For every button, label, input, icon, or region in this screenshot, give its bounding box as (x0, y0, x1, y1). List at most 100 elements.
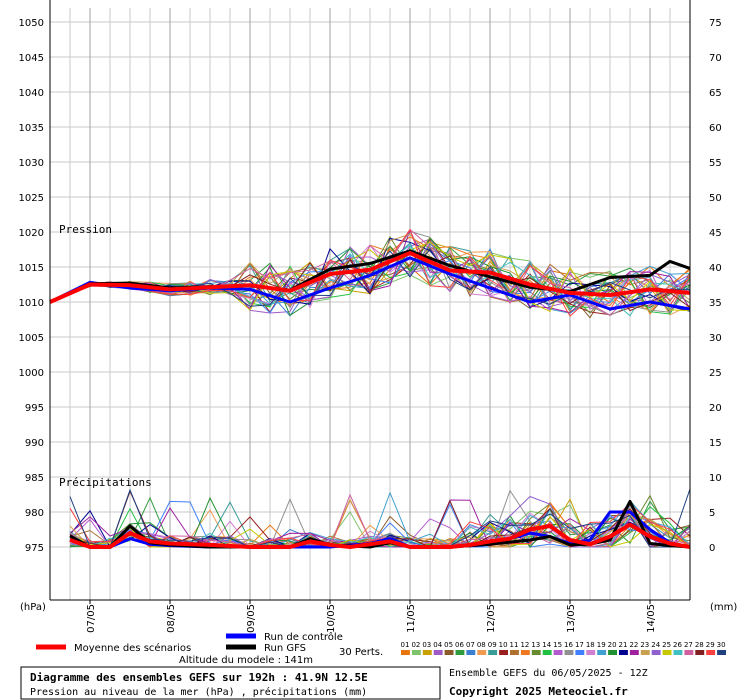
pert-legend-swatch (629, 650, 639, 655)
pert-legend-swatch (575, 650, 585, 655)
legend-control-label: Run de contrôle (264, 631, 343, 643)
left-axis-unit: (hPa) (20, 602, 46, 613)
x-tick-label: 11/05 (406, 604, 417, 633)
pert-legend-swatch (695, 650, 705, 655)
precip-tick-label: 45 (709, 228, 722, 239)
pert-legend-swatch (499, 650, 508, 655)
pressure-section-label: Pression (59, 223, 112, 236)
pressure-tick-label: 995 (25, 403, 44, 414)
precip-tick-label: 20 (709, 403, 722, 414)
pert-legend-id: 07 (466, 641, 475, 649)
pressure-tick-label: 980 (25, 508, 44, 519)
pert-legend-id: 25 (662, 641, 671, 649)
pert-legend-id: 11 (510, 641, 519, 649)
pressure-tick-label: 985 (25, 473, 44, 484)
precip-tick-label: 50 (709, 193, 722, 204)
precip-tick-label: 65 (709, 88, 722, 99)
pert-legend-id: 14 (542, 641, 551, 649)
pert-legend-id: 20 (608, 641, 617, 649)
pert-legend-swatch (411, 650, 421, 655)
pert-legend-id: 27 (684, 641, 693, 649)
legend-perts-label: 30 Perts. (339, 647, 383, 658)
precip-tick-label: 0 (709, 543, 715, 554)
pert-legend-swatch (706, 650, 716, 655)
x-tick-label: 13/05 (566, 604, 577, 633)
series-precip-line-0 (69, 522, 691, 549)
pert-legend-id: 24 (651, 641, 660, 649)
pressure-tick-label: 990 (25, 438, 44, 449)
pert-pressure-line (49, 228, 691, 317)
pert-legend-swatch (662, 650, 672, 655)
pert-legend-id: 03 (422, 641, 431, 649)
footer-title: Diagramme des ensembles GEFS sur 192h : … (30, 671, 368, 684)
precip-tick-label: 70 (709, 53, 722, 64)
precip-tick-label: 10 (709, 473, 722, 484)
x-tick-label: 07/05 (86, 604, 97, 633)
pert-legend-id: 30 (717, 641, 726, 649)
pert-legend-swatch (640, 650, 650, 655)
footer-title-box (20, 666, 441, 700)
pert-legend-id: 23 (640, 641, 649, 649)
pressure-tick-label: 1010 (19, 298, 44, 309)
precip-tick-label: 75 (709, 18, 722, 29)
pert-legend-swatch (597, 650, 607, 655)
pert-legend-id: 19 (597, 641, 606, 649)
pert-legend-swatch (684, 650, 694, 655)
pert-legend-id: 04 (433, 641, 442, 649)
copyright: Copyright 2025 Meteociel.fr (449, 685, 628, 698)
pert-legend-swatch (444, 650, 454, 655)
pert-legend-id: 21 (619, 641, 628, 649)
precip-section-label: Précipitations (59, 476, 152, 489)
pert-legend-id: 16 (564, 641, 573, 649)
run-info: Ensemble GEFS du 06/05/2025 - 12Z (449, 668, 648, 679)
pert-legend-id: 29 (706, 641, 715, 649)
pert-legend-id: 02 (411, 641, 420, 649)
pert-legend-swatch (542, 650, 552, 655)
pressure-tick-label: 1040 (19, 88, 44, 99)
pressure-tick-label: 1045 (19, 53, 44, 64)
precip-tick-label: 15 (709, 438, 722, 449)
pert-pressure-line (49, 229, 691, 314)
perturbation-legend: 01 02 03 04 05 06 07 08 09 10 11 12 13 14 15 16 17 18 19 20… (401, 641, 726, 655)
pert-legend-id: 28 (695, 641, 704, 649)
pert-legend-swatch (488, 650, 498, 655)
grid-lines (50, 8, 690, 600)
pert-legend-id: 09 (488, 641, 497, 649)
pressure-tick-label: 1030 (19, 158, 44, 169)
pressure-tick-label: 1035 (19, 123, 44, 134)
pert-legend-swatch (673, 650, 683, 655)
pert-legend-swatch (531, 650, 541, 655)
pert-legend-id: 18 (586, 641, 595, 649)
footer-subtitle: Pression au niveau de la mer (hPa) , pré… (30, 686, 367, 698)
pert-legend-id: 26 (673, 641, 682, 649)
pert-legend-swatch (510, 650, 519, 655)
pressure-tick-label: 1000 (19, 368, 44, 379)
legend-gfs-label: Run GFS (264, 643, 306, 654)
pressure-tick-label: 1020 (19, 228, 44, 239)
x-tick-label: 08/05 (166, 604, 177, 633)
pert-legend-swatch (651, 650, 661, 655)
precip-tick-label: 30 (709, 333, 722, 344)
axes: 9759809859909951000100510101015102010251… (19, 0, 722, 633)
x-tick-label: 09/05 (246, 604, 257, 633)
legend-mean-label: Moyenne des scénarios (74, 642, 191, 654)
pressure-tick-label: 975 (25, 543, 44, 554)
pert-legend-id: 08 (477, 641, 486, 649)
pressure-tick-label: 1015 (19, 263, 44, 274)
precip-tick-label: 55 (709, 158, 722, 169)
precip-tick-label: 40 (709, 263, 722, 274)
pert-legend-swatch (477, 650, 487, 655)
pert-legend-swatch (586, 650, 596, 655)
pressure-tick-label: 1005 (19, 333, 44, 344)
pert-legend-swatch (564, 650, 574, 655)
pert-legend-id: 12 (520, 641, 529, 649)
pert-legend-id: 17 (575, 641, 584, 649)
pert-legend-id: 15 (553, 641, 562, 649)
precip-tick-label: 25 (709, 368, 722, 379)
pert-legend-swatch (553, 650, 563, 655)
pert-legend-swatch (608, 650, 617, 655)
pert-legend-swatch (520, 650, 530, 655)
pert-legend-swatch (422, 650, 432, 655)
pert-legend-swatch (455, 650, 465, 655)
